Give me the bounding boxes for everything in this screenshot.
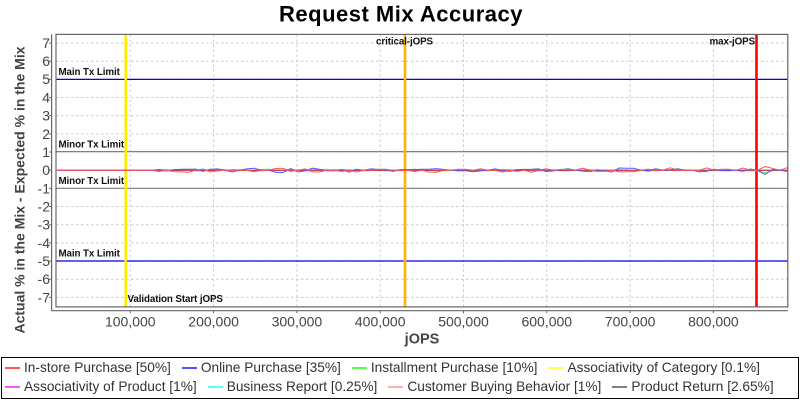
svg-text:2: 2 (42, 126, 50, 142)
svg-text:Main Tx Limit: Main Tx Limit (59, 248, 121, 259)
svg-text:1: 1 (42, 144, 50, 160)
svg-text:-5: -5 (38, 253, 51, 269)
svg-text:-1: -1 (38, 180, 51, 196)
svg-text:Validation Start jOPS: Validation Start jOPS (128, 294, 224, 305)
svg-text:Actual % in the Mix - Expected: Actual % in the Mix - Expected % in the … (12, 46, 28, 333)
svg-text:critical-jOPS: critical-jOPS (376, 37, 434, 48)
svg-text:-2: -2 (38, 198, 51, 214)
svg-text:Minor Tx Limit: Minor Tx Limit (59, 139, 125, 150)
svg-text:0: 0 (42, 162, 50, 178)
svg-text:Request Mix Accuracy: Request Mix Accuracy (279, 2, 523, 27)
svg-text:7: 7 (42, 35, 50, 51)
svg-text:300,000: 300,000 (272, 314, 323, 330)
svg-text:100,000: 100,000 (105, 314, 156, 330)
svg-text:600,000: 600,000 (521, 314, 572, 330)
svg-text:700,000: 700,000 (605, 314, 656, 330)
svg-text:800,000: 800,000 (688, 314, 739, 330)
svg-text:500,000: 500,000 (438, 314, 489, 330)
svg-text:-4: -4 (38, 235, 51, 251)
svg-text:Main Tx Limit: Main Tx Limit (59, 67, 121, 78)
svg-text:-6: -6 (38, 271, 51, 287)
svg-text:6: 6 (42, 53, 50, 69)
svg-text:-3: -3 (38, 217, 51, 233)
svg-text:jOPS: jOPS (404, 332, 440, 348)
svg-text:4: 4 (42, 89, 50, 105)
svg-text:400,000: 400,000 (355, 314, 406, 330)
svg-text:Minor Tx Limit: Minor Tx Limit (59, 176, 125, 187)
svg-text:-7: -7 (38, 289, 51, 305)
svg-text:3: 3 (42, 108, 50, 124)
svg-text:5: 5 (42, 71, 50, 87)
svg-text:max-jOPS: max-jOPS (710, 37, 756, 48)
svg-text:200,000: 200,000 (188, 314, 239, 330)
